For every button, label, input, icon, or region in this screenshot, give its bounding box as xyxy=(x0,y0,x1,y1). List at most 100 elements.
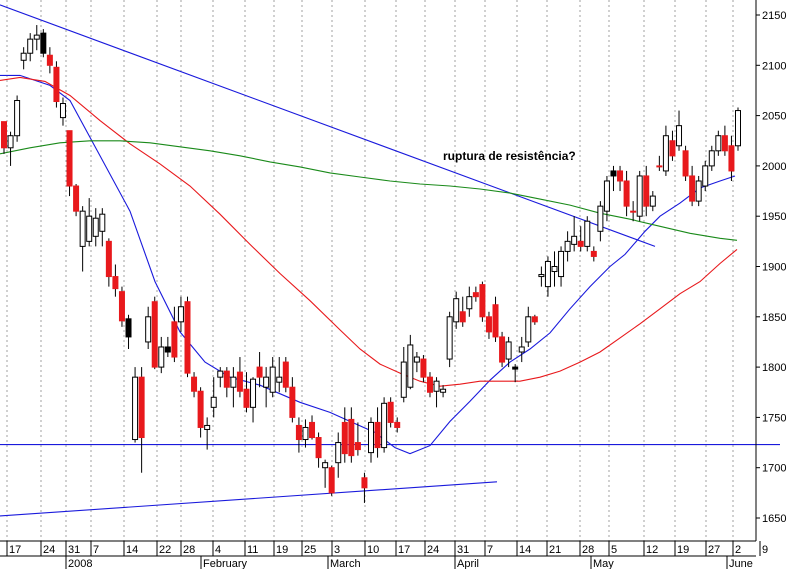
candle xyxy=(263,367,270,408)
candle xyxy=(407,334,414,390)
candle-body xyxy=(381,402,388,449)
candle xyxy=(230,367,237,408)
candle xyxy=(309,415,316,440)
candle-body xyxy=(420,358,427,378)
candle-body xyxy=(394,421,401,428)
candle xyxy=(7,131,14,166)
y-tick-label: 2050 xyxy=(762,111,786,123)
candle-body xyxy=(79,210,86,247)
candle xyxy=(197,387,204,438)
series-line-ma_medium xyxy=(0,76,738,387)
candle xyxy=(86,198,93,247)
candle xyxy=(348,407,355,463)
candle xyxy=(217,367,224,388)
candle-body xyxy=(243,388,250,408)
moving-averages xyxy=(0,74,738,455)
candle-body xyxy=(269,366,276,393)
x-tick-label: 7 xyxy=(487,544,493,556)
x-axis: 17 24 31 7 14 22 28 4 11 19 25 3 10 17 24 31 7 14 21 28 5 12 1… xyxy=(6,541,768,569)
candle xyxy=(610,165,617,192)
x-tick-label: 2 xyxy=(735,544,741,556)
candle-body xyxy=(662,135,669,172)
x-tick-label: 22 xyxy=(159,544,171,556)
candle-body xyxy=(708,150,715,167)
candle xyxy=(191,372,198,398)
x-tick-label: 19 xyxy=(677,544,689,556)
candle xyxy=(708,145,715,171)
candle-body xyxy=(387,401,394,423)
candle xyxy=(118,286,125,327)
candle xyxy=(269,357,276,398)
x-tick-label: 10 xyxy=(367,544,379,556)
candle xyxy=(400,346,407,403)
y-tick-label: 1850 xyxy=(762,312,786,324)
candle xyxy=(20,47,27,70)
x-month-label: March xyxy=(330,558,361,569)
candle xyxy=(636,170,643,222)
series-line-ma_long xyxy=(0,140,738,241)
candle-body xyxy=(125,318,132,338)
candle xyxy=(518,336,525,363)
candle xyxy=(499,331,506,368)
candle-body xyxy=(682,150,689,177)
candle-body xyxy=(171,321,178,358)
candle-body xyxy=(282,361,289,388)
candle xyxy=(315,432,322,468)
candle-body xyxy=(558,250,565,278)
candle xyxy=(689,165,696,207)
candle xyxy=(27,33,34,62)
candle-body xyxy=(59,103,66,119)
candle-body xyxy=(564,240,571,252)
candle xyxy=(590,246,597,262)
candle-body xyxy=(610,170,617,177)
candle-body xyxy=(230,376,237,388)
candle-body xyxy=(577,240,584,247)
candle-body xyxy=(453,298,460,323)
candle xyxy=(735,107,741,151)
candle xyxy=(446,311,453,368)
candle xyxy=(669,130,676,161)
candle xyxy=(210,377,217,418)
candle xyxy=(426,372,433,398)
candle xyxy=(177,296,184,332)
candle xyxy=(125,314,132,349)
grid-lines xyxy=(6,0,734,541)
candle xyxy=(341,407,348,463)
candle xyxy=(682,145,689,181)
x-month-label: June xyxy=(729,558,753,569)
candle xyxy=(381,397,388,453)
candle-body xyxy=(721,135,728,152)
candle-body xyxy=(459,311,466,323)
x-tick-label: 31 xyxy=(68,544,80,556)
candle-body xyxy=(14,100,21,137)
candle-body xyxy=(66,130,73,187)
candle xyxy=(538,266,545,287)
candle xyxy=(525,306,532,347)
candle xyxy=(551,251,558,287)
candle xyxy=(132,367,139,443)
candle-body xyxy=(630,210,637,213)
candle xyxy=(472,286,479,302)
candle xyxy=(289,377,296,423)
candle-body xyxy=(728,145,735,172)
candle-body xyxy=(525,316,532,343)
candle-body xyxy=(584,220,591,247)
x-tick-label: 14 xyxy=(126,544,138,556)
candle-body xyxy=(236,371,243,392)
trendline-descending-resistance xyxy=(0,4,656,247)
y-tick-label: 1750 xyxy=(762,412,786,424)
candle xyxy=(544,256,551,297)
x-tick-label: 17 xyxy=(9,544,21,556)
candle-body xyxy=(485,316,492,333)
candle-body xyxy=(328,467,335,494)
candle xyxy=(59,97,66,126)
candle xyxy=(479,281,486,322)
candle-body xyxy=(492,304,499,338)
candle-body xyxy=(263,376,270,388)
candle-body xyxy=(86,215,93,242)
candle xyxy=(112,264,119,297)
candle xyxy=(243,372,250,413)
candle xyxy=(649,191,656,212)
candle-body xyxy=(197,390,204,428)
candle xyxy=(151,296,158,370)
